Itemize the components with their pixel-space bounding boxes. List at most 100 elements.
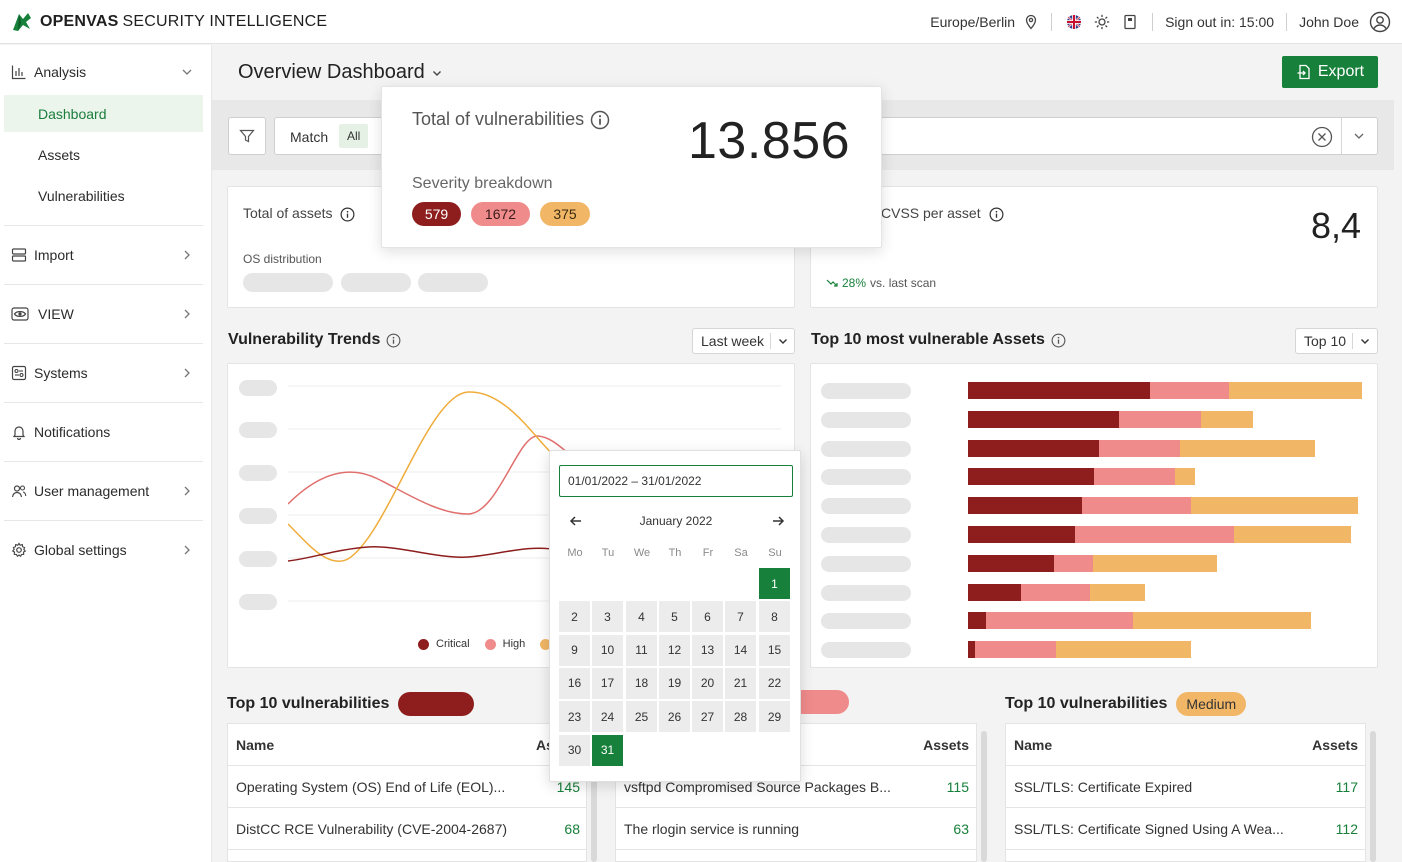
calendar-day[interactable]: 4 <box>626 601 657 633</box>
language-button[interactable] <box>1052 13 1088 31</box>
signout-timer[interactable]: Sign out in: 15:00 <box>1153 13 1286 31</box>
bar-segment-medium[interactable] <box>1093 554 1217 572</box>
calendar-day[interactable]: 17 <box>592 667 623 699</box>
column-name[interactable]: Name <box>1014 737 1053 753</box>
calendar-day[interactable]: 1 <box>759 568 790 599</box>
sidebar-item-dashboard[interactable]: Dashboard <box>4 95 203 132</box>
bar-segment-high[interactable] <box>1099 439 1180 457</box>
bar-segment-high[interactable] <box>1094 468 1175 486</box>
table3-scrollbar[interactable] <box>1370 731 1376 862</box>
calendar-day[interactable]: 8 <box>759 601 790 633</box>
bar-segment-critical[interactable] <box>968 468 1094 486</box>
bar-segment-high[interactable] <box>1054 554 1093 572</box>
calendar-day[interactable]: 21 <box>725 667 756 699</box>
calendar-day[interactable]: 18 <box>626 667 657 699</box>
sidebar-item-user-management[interactable]: User management <box>0 471 212 511</box>
bar-segment-medium[interactable] <box>1234 526 1351 543</box>
bar-segment-critical[interactable] <box>968 497 1082 515</box>
top-assets-select[interactable]: Top 10 <box>1295 328 1378 354</box>
brand[interactable]: OPENVAS SECURITY INTELLIGENCE <box>10 10 327 34</box>
page-title[interactable]: Overview Dashboard <box>238 61 443 84</box>
table-row[interactable]: SSL/TLS: Certificate Expired 117 <box>1006 766 1365 808</box>
calendar-day[interactable]: 20 <box>692 667 723 699</box>
match-chip[interactable]: All <box>339 124 369 148</box>
calendar-day[interactable]: 7 <box>725 601 756 633</box>
info-icon[interactable] <box>590 110 610 130</box>
calendar-day[interactable]: 30 <box>559 734 590 766</box>
calendar-day[interactable]: 28 <box>725 701 756 733</box>
bar-segment-medium[interactable] <box>1175 468 1195 486</box>
bar-segment-high[interactable] <box>975 641 1056 659</box>
calendar-day[interactable]: 31 <box>592 734 623 766</box>
table-row[interactable]: The rlogin service is running 63 <box>616 808 976 850</box>
table2-scrollbar[interactable] <box>981 731 987 862</box>
bar-segment-high[interactable] <box>1119 410 1201 428</box>
column-name[interactable]: Name <box>236 737 275 753</box>
manual-button[interactable] <box>1116 13 1152 31</box>
sidebar-item-vulnerabilities[interactable]: Vulnerabilities <box>38 187 125 204</box>
theme-button[interactable] <box>1088 13 1116 31</box>
user-menu[interactable]: John Doe <box>1287 11 1402 33</box>
bar-segment-critical[interactable] <box>968 612 986 630</box>
arrow-left-icon[interactable] <box>568 513 584 529</box>
date-range-input[interactable]: 01/01/2022 – 31/01/2022 <box>559 465 793 497</box>
calendar-day[interactable]: 3 <box>592 601 623 633</box>
sidebar-item-assets[interactable]: Assets <box>38 146 81 163</box>
table-row[interactable]: DistCC RCE Vulnerability (CVE-2004-2687)… <box>228 808 586 850</box>
calendar-day[interactable]: 10 <box>592 634 623 666</box>
bar-segment-high[interactable] <box>1021 583 1090 601</box>
clear-icon[interactable] <box>1311 126 1333 148</box>
bar-segment-medium[interactable] <box>1229 382 1362 399</box>
severity-high-pill[interactable]: 1672 <box>471 202 530 226</box>
calendar-day[interactable]: 13 <box>692 634 723 666</box>
calendar-day[interactable]: 12 <box>659 634 690 666</box>
bar-segment-critical[interactable] <box>968 382 1150 399</box>
bar-segment-medium[interactable] <box>1201 410 1253 428</box>
trends-range-select[interactable]: Last week <box>692 328 795 354</box>
bar-segment-medium[interactable] <box>1056 641 1191 659</box>
calendar-day[interactable]: 22 <box>759 667 790 699</box>
table-row[interactable]: Operating System (OS) End of Life (EOL).… <box>228 766 586 808</box>
calendar-day[interactable]: 2 <box>559 601 590 633</box>
column-assets[interactable]: Assets <box>923 737 969 753</box>
calendar-day[interactable]: 15 <box>759 634 790 666</box>
bar-segment-medium[interactable] <box>1133 612 1311 630</box>
bar-segment-high[interactable] <box>1082 497 1191 515</box>
bar-segment-high[interactable] <box>1150 382 1229 399</box>
bar-segment-medium[interactable] <box>1191 497 1358 515</box>
calendar-day[interactable]: 25 <box>626 701 657 733</box>
sidebar-item-global-settings[interactable]: Global settings <box>0 530 212 570</box>
timezone-selector[interactable]: Europe/Berlin <box>918 13 1051 31</box>
bar-segment-critical[interactable] <box>968 410 1119 428</box>
column-assets[interactable]: Assets <box>1312 737 1358 753</box>
calendar-day[interactable]: 5 <box>659 601 690 633</box>
calendar-day[interactable]: 16 <box>559 667 590 699</box>
bar-segment-medium[interactable] <box>1180 439 1315 457</box>
sidebar-item-notifications[interactable]: Notifications <box>0 412 212 452</box>
export-button[interactable]: Export <box>1282 56 1378 88</box>
bar-segment-critical[interactable] <box>968 641 975 659</box>
sidebar-item-systems[interactable]: Systems <box>0 353 212 393</box>
info-icon[interactable] <box>386 333 401 348</box>
arrow-right-icon[interactable] <box>770 513 786 529</box>
table-row[interactable]: vsftpd Compromised Source Packages B... … <box>616 766 976 808</box>
info-icon[interactable] <box>989 207 1004 222</box>
bar-segment-high[interactable] <box>986 612 1133 630</box>
calendar-day[interactable]: 23 <box>559 701 590 733</box>
calendar-day[interactable]: 9 <box>559 634 590 666</box>
sidebar-item-import[interactable]: Import <box>0 235 212 275</box>
bar-segment-critical[interactable] <box>968 583 1021 601</box>
calendar-day[interactable]: 29 <box>759 701 790 733</box>
info-icon[interactable] <box>340 207 355 222</box>
severity-medium-pill[interactable]: 375 <box>540 202 590 226</box>
bar-segment-critical[interactable] <box>968 439 1099 457</box>
bar-segment-high[interactable] <box>1075 526 1234 543</box>
severity-critical-pill[interactable]: 579 <box>412 202 461 226</box>
sidebar-item-analysis[interactable]: Analysis <box>0 52 212 92</box>
sidebar-item-view[interactable]: VIEW <box>0 294 212 334</box>
table1-scrollbar[interactable] <box>591 731 597 862</box>
table-row[interactable]: SSL/TLS: Certificate Signed Using A Wea.… <box>1006 808 1365 850</box>
calendar-day[interactable]: 11 <box>626 634 657 666</box>
chevron-down-icon[interactable] <box>1352 129 1366 143</box>
calendar-day[interactable]: 27 <box>692 701 723 733</box>
